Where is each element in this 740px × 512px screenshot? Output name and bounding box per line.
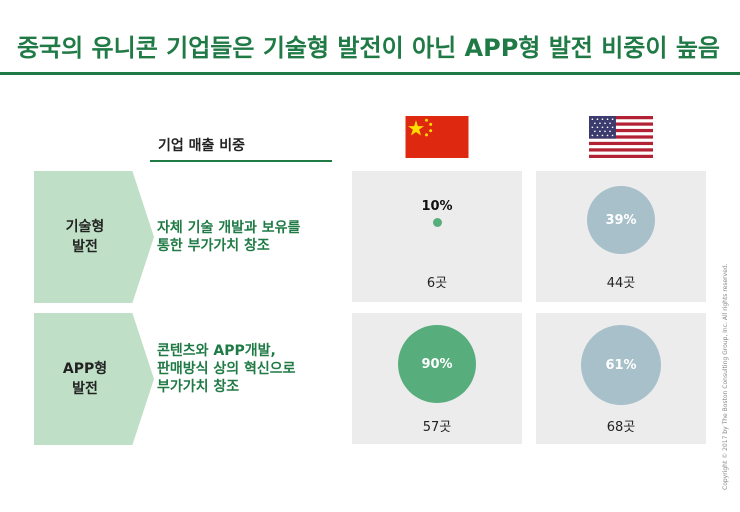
row-label-app-line2: 발전 xyxy=(72,381,98,397)
row-label-tech-line2: 발전 xyxy=(72,239,98,255)
row-desc-tech-line2: 통한 부가가치 창조 xyxy=(157,238,270,254)
cell-usa-tech-circle: 39% xyxy=(587,186,655,254)
cell-china-app: 90% 57곳 xyxy=(352,313,522,444)
column-header-divider xyxy=(150,160,332,162)
usa-flag-icon xyxy=(589,116,653,158)
row-desc-app-line2: 판매방식 상의 혁신으로 xyxy=(157,361,296,377)
cell-china-app-percent: 90% xyxy=(421,356,453,372)
cell-china-tech: 10% 6곳 xyxy=(352,171,522,302)
column-header: 기업 매출 비중 xyxy=(158,138,246,154)
cell-china-app-count: 57곳 xyxy=(422,420,452,435)
row-desc-tech: 자체 기술 개발과 보유를 통한 부가가치 창조 xyxy=(157,219,300,255)
cell-china-app-circle: 90% xyxy=(398,325,476,403)
row-label-app: APP형 발전 xyxy=(34,313,154,445)
cell-china-tech-percent: 10% xyxy=(421,199,453,214)
cell-usa-tech: 39% 44곳 xyxy=(536,171,706,302)
cell-usa-tech-percent: 39% xyxy=(605,212,637,228)
row-label-app-line1: APP형 xyxy=(62,361,108,377)
title-divider xyxy=(0,72,740,75)
cell-usa-app-circle: 61% xyxy=(581,325,661,405)
row-label-tech: 기술형 발전 xyxy=(34,171,154,303)
copyright-notice: Copyright © 2017 by The Boston Consultin… xyxy=(722,263,729,490)
page-title: 중국의 유니콘 기업들은 기술형 발전이 아닌 APP형 발전 비중이 높음 xyxy=(16,34,720,62)
cell-usa-app: 61% 68곳 xyxy=(536,313,706,444)
cell-usa-app-percent: 61% xyxy=(605,357,637,373)
row-desc-app-line3: 부가가치 창조 xyxy=(157,379,240,395)
cell-usa-tech-count: 44곳 xyxy=(606,276,636,291)
cell-china-tech-count: 6곳 xyxy=(426,276,448,291)
row-desc-tech-line1: 자체 기술 개발과 보유를 xyxy=(157,220,301,236)
row-desc-app: 콘텐츠와 APP개발, 판매방식 상의 혁신으로 부가가치 창조 xyxy=(157,342,296,396)
china-flag-icon xyxy=(405,116,469,158)
cell-usa-app-count: 68곳 xyxy=(606,420,636,435)
row-label-tech-line1: 기술형 xyxy=(65,219,105,235)
row-desc-app-line1: 콘텐츠와 APP개발, xyxy=(157,343,276,359)
cell-china-tech-dot xyxy=(433,218,442,227)
